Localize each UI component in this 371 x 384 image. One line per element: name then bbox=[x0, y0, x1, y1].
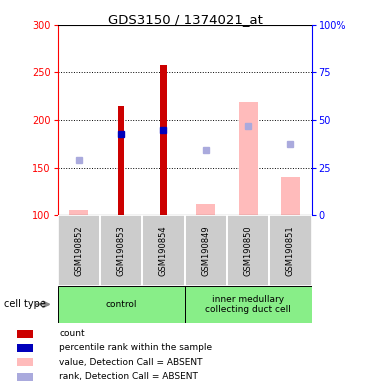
Bar bbox=[17, 358, 33, 366]
Text: GSM190851: GSM190851 bbox=[286, 225, 295, 276]
Bar bbox=[17, 329, 33, 338]
Text: percentile rank within the sample: percentile rank within the sample bbox=[59, 344, 213, 353]
Text: GSM190849: GSM190849 bbox=[201, 225, 210, 276]
Text: count: count bbox=[59, 329, 85, 338]
Bar bbox=[58, 215, 100, 286]
Bar bbox=[100, 215, 142, 286]
Bar bbox=[160, 65, 167, 215]
Bar bbox=[17, 373, 33, 381]
Bar bbox=[196, 204, 215, 215]
Bar bbox=[185, 215, 227, 286]
Text: control: control bbox=[105, 300, 137, 309]
Text: value, Detection Call = ABSENT: value, Detection Call = ABSENT bbox=[59, 358, 203, 367]
Text: rank, Detection Call = ABSENT: rank, Detection Call = ABSENT bbox=[59, 372, 198, 381]
Bar bbox=[281, 177, 300, 215]
Text: GSM190853: GSM190853 bbox=[116, 225, 125, 276]
Text: inner medullary
collecting duct cell: inner medullary collecting duct cell bbox=[205, 295, 291, 314]
Text: GSM190850: GSM190850 bbox=[244, 225, 253, 276]
Bar bbox=[185, 286, 312, 323]
Text: cell type: cell type bbox=[4, 299, 46, 310]
Bar bbox=[118, 106, 124, 215]
Bar bbox=[17, 344, 33, 352]
Bar bbox=[239, 102, 257, 215]
Text: GSM190852: GSM190852 bbox=[74, 225, 83, 276]
Text: GDS3150 / 1374021_at: GDS3150 / 1374021_at bbox=[108, 13, 263, 26]
Bar bbox=[58, 286, 185, 323]
Bar bbox=[269, 215, 312, 286]
Bar bbox=[227, 215, 269, 286]
Bar bbox=[142, 215, 185, 286]
Text: GSM190854: GSM190854 bbox=[159, 225, 168, 276]
Bar bbox=[69, 210, 88, 215]
